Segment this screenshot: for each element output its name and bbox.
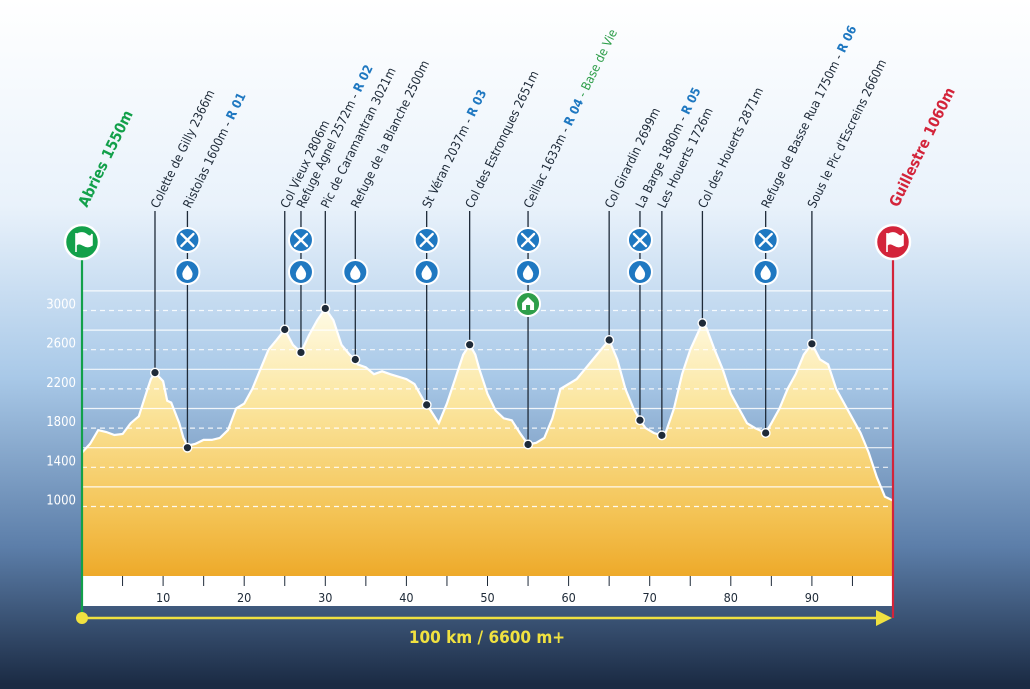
waypoint-dot [604,334,615,345]
waypoint-dot [279,324,290,335]
start-flag-glyph [75,232,93,252]
waypoint-dot [760,428,771,439]
distance-axis: 100 km / 6600 m+ [76,610,892,648]
y-tick-label: 1000 [46,494,76,509]
x-tick-label: 20 [237,590,251,605]
fork-knife-glyph [293,232,309,248]
x-axis-ticks: 10 20 30 40 50 60 70 80 90 [122,576,853,605]
x-tick-label: 50 [480,590,494,605]
waypoint-dot [656,430,667,441]
house-door [526,305,531,310]
y-tick-label: 1400 [46,454,76,469]
water-drop-glyph [421,265,432,280]
fork-knife-glyph [419,232,434,248]
water-drop-glyph [295,265,307,280]
distance-axis-arrow-icon [876,610,892,626]
y-axis-ticks: 1000 1400 1800 2200 2600 3000 [46,298,76,509]
y-tick-label: 1800 [46,415,76,430]
x-tick-label: 80 [724,590,738,605]
waypoint-dot [350,354,361,365]
distance-axis-start-dot [76,612,88,624]
elevation-line [81,306,894,502]
waypoint-dot [295,347,306,358]
x-tick-label: 60 [561,590,575,605]
fork-knife-glyph [180,232,195,248]
finish-flag-glyph [886,232,904,252]
x-tick-label: 10 [156,590,170,605]
waypoint-dot [421,399,432,410]
elevation-area [82,308,893,576]
waypoint-dot [149,367,160,378]
waypoint-dot [464,339,475,350]
y-tick-label: 3000 [46,298,76,313]
y-tick-label: 2200 [46,376,76,391]
water-drop-glyph [634,265,646,280]
waypoint-dot [523,439,534,450]
water-drop-glyph [350,265,361,280]
total-distance-label: 100 km / 6600 m+ [409,628,565,648]
water-drop-glyph [760,265,771,280]
x-tick-label: 40 [399,590,413,605]
fork-knife-glyph [758,232,773,248]
y-tick-label: 2600 [46,337,76,352]
waypoint-dot [806,338,817,349]
x-tick-label: 30 [318,590,332,605]
x-tick-label: 70 [643,590,657,605]
water-drop-glyph [182,265,193,280]
x-tick-label: 90 [805,590,819,605]
waypoint-dot [320,303,331,314]
house-glyph [522,297,535,310]
fork-knife-glyph [632,232,648,248]
water-drop-glyph [522,265,534,280]
waypoint-dot [697,318,708,329]
waypoint-dot [182,442,193,453]
fork-knife-glyph [520,232,536,248]
waypoint-dot [634,415,645,426]
